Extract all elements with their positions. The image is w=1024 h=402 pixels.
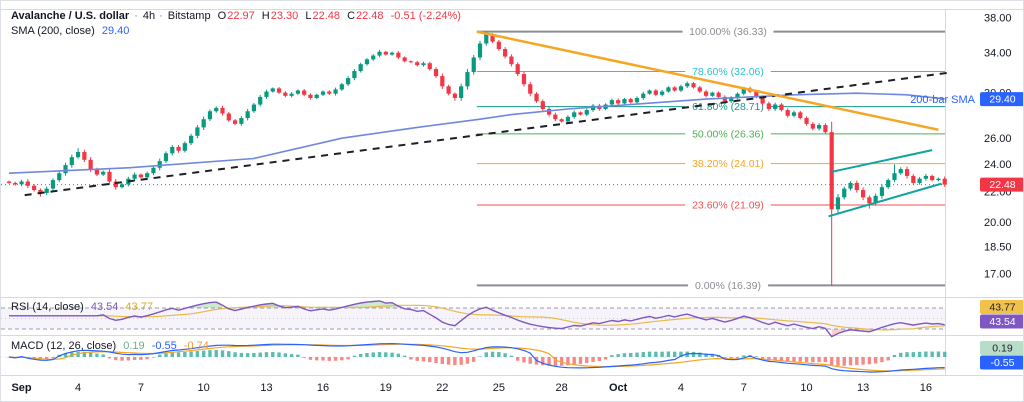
price-axis[interactable]: 38.0034.0030.0026.0024.0022.0020.0018.50…	[980, 12, 1024, 370]
time-axis[interactable]: Sep 4 7 10 13 16 19 22 25 28 Oct 4 7 10 13 16	[11, 382, 932, 394]
axis-badge: 29.40	[980, 92, 1023, 107]
price-tick-label: 20.00	[984, 217, 1012, 229]
time-tick-label: 13	[260, 382, 272, 394]
axis-badge: 43.54	[980, 314, 1023, 329]
macd-line	[8, 342, 945, 373]
change-value: -0.51 (-2.24%)	[390, 10, 461, 22]
time-tick-label: 22	[436, 382, 448, 394]
price-tick-label: 34.00	[984, 48, 1012, 60]
open-value: 22.97	[227, 10, 255, 22]
price-tick-label: 24.00	[984, 159, 1012, 171]
svg-text:22.48: 22.48	[989, 179, 1015, 191]
low-value: 22.48	[312, 10, 340, 22]
descending-orange-trendline[interactable]	[476, 30, 939, 131]
exchange-label: Bitstamp	[167, 10, 211, 22]
close-value: 22.48	[356, 10, 384, 22]
price-tick-label: 18.50	[984, 242, 1012, 254]
axis-badge: 22.48	[980, 177, 1023, 192]
time-tick-label: 7	[138, 382, 144, 394]
svg-text:-0.55: -0.55	[991, 357, 1015, 369]
svg-text:43.77: 43.77	[989, 302, 1015, 314]
fib-label: 38.20% (24.01)	[692, 158, 764, 170]
fib-label: 23.60% (21.09)	[692, 199, 764, 211]
macd-signal-value: -0.74	[183, 340, 209, 352]
high-value: 23.30	[270, 10, 299, 22]
svg-text:0.19: 0.19	[992, 343, 1013, 355]
time-tick-label: Oct	[609, 382, 628, 394]
macd-label: MACD (12, 26, close)	[11, 340, 117, 352]
separator: ·	[159, 10, 163, 22]
time-tick-label: 4	[678, 382, 684, 394]
sma-value: 29.40	[101, 25, 130, 37]
time-tick-label: 4	[75, 382, 81, 394]
svg-text:29.40: 29.40	[989, 94, 1015, 106]
low-key: L	[305, 10, 312, 22]
rsi-label: RSI (14, close)	[11, 301, 84, 313]
macd-value: -0.55	[151, 340, 177, 352]
time-tick-label: 28	[556, 382, 568, 394]
macd-hist-value: 0.19	[123, 340, 145, 352]
time-tick-label: 13	[857, 382, 869, 394]
rsi-legend-row[interactable]: RSI (14, close) 43.54 43.77	[11, 301, 157, 313]
rsi-panel	[1, 300, 945, 338]
open-key: O	[217, 10, 227, 22]
macd-panel	[1, 342, 947, 373]
sma200-line	[8, 92, 945, 174]
interval-label: 4h	[142, 10, 156, 22]
svg-text:43.54: 43.54	[989, 316, 1015, 328]
close-key: C	[347, 10, 356, 22]
sma-label: SMA (200, close)	[11, 25, 95, 37]
time-tick-label: 10	[800, 382, 812, 394]
rsi-line	[9, 300, 945, 338]
sma200-annotation: 200-bar SMA	[910, 94, 975, 106]
sma-legend-row[interactable]: SMA (200, close) 29.40	[11, 25, 133, 37]
candles-layer	[6, 31, 947, 286]
symbol-legend-row[interactable]: Avalanche / U.S. dollar · 4h · Bitstamp O22.…	[11, 10, 465, 22]
pane-borders	[1, 9, 1023, 376]
time-tick-label: 16	[317, 382, 329, 394]
time-tick-label: 10	[198, 382, 210, 394]
fib-label: 100.00% (36.33)	[689, 26, 767, 38]
axis-badge: -0.55	[980, 355, 1023, 370]
fib-retracement: 100.00% (36.33) 78.60% (32.06) 61.80% (28.…	[476, 25, 945, 292]
time-tick-label: 19	[380, 382, 392, 394]
symbol-title: Avalanche / U.S. dollar	[11, 10, 130, 22]
fib-label: 61.80% (28.71)	[692, 101, 764, 113]
rsi-value: 43.54	[90, 301, 119, 313]
fib-label: 0.00% (16.39)	[695, 280, 761, 292]
macd-signal-line	[8, 343, 945, 372]
macd-legend-row[interactable]: MACD (12, 26, close) 0.19 -0.55 -0.74	[11, 340, 213, 352]
time-tick-label: 16	[920, 382, 932, 394]
price-tick-label: 26.00	[984, 133, 1012, 145]
price-tick-label: 17.00	[984, 269, 1012, 281]
rising-channel-line-upper[interactable]	[831, 149, 933, 173]
time-tick-label: 7	[741, 382, 747, 394]
axis-badge: 0.19	[980, 341, 1023, 355]
price-tick-label: 38.00	[984, 12, 1012, 24]
time-tick-label: Sep	[11, 382, 31, 394]
axis-badge: 43.77	[980, 300, 1023, 314]
high-key: H	[261, 10, 270, 22]
rsi-ma-line	[9, 304, 945, 331]
time-tick-label: 25	[493, 382, 505, 394]
rsi-ma-value: 43.77	[125, 301, 153, 313]
fib-label: 50.00% (26.36)	[692, 128, 764, 140]
separator: ·	[134, 10, 138, 22]
fib-label: 78.60% (32.06)	[692, 66, 764, 78]
rising-channel-line-lower[interactable]	[828, 182, 942, 218]
